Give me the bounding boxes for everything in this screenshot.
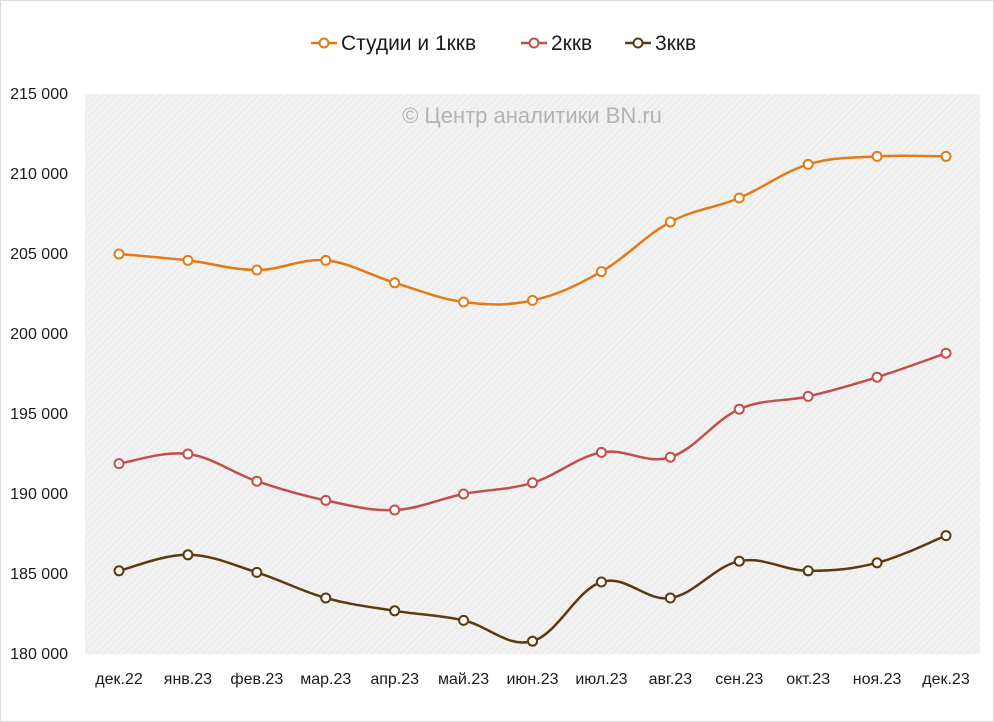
legend-marker (318, 37, 330, 49)
series-3 (113, 530, 952, 647)
y-tick-label: 195 000 (10, 406, 68, 423)
data-point (940, 347, 952, 359)
data-point (802, 158, 814, 170)
y-tick-label: 205 000 (10, 246, 68, 263)
data-point (595, 446, 607, 458)
y-tick-label: 210 000 (10, 166, 68, 183)
data-point (458, 488, 470, 500)
x-tick-label: дек.22 (95, 671, 143, 688)
data-point (251, 264, 263, 276)
series-layer (113, 150, 952, 647)
data-point (871, 557, 883, 569)
data-point (527, 294, 538, 306)
data-point (871, 371, 883, 383)
data-point (389, 504, 401, 516)
data-point (527, 635, 538, 647)
data-point (458, 614, 470, 626)
data-point (664, 216, 676, 228)
data-point (940, 530, 952, 542)
legend-item: 3ккв (625, 32, 696, 55)
data-point (320, 254, 332, 266)
x-axis: дек.22 янв.23 фев.23 мар.23 апр.23 май.23 июн.… (95, 671, 970, 688)
data-point (733, 555, 745, 567)
data-point (527, 477, 538, 489)
data-point (802, 390, 814, 402)
data-point (320, 494, 332, 506)
data-point (113, 565, 125, 577)
x-tick-label: фев.23 (230, 671, 283, 688)
data-point (182, 448, 194, 460)
y-tick-label: 190 000 (10, 486, 68, 503)
legend-label: 2ккв (551, 32, 592, 55)
data-point (595, 576, 607, 588)
data-point (389, 277, 401, 289)
data-point (182, 254, 194, 266)
series-1 (113, 150, 952, 308)
legend-label: 3ккв (655, 32, 696, 55)
y-tick-label: 200 000 (10, 326, 68, 343)
data-point (113, 458, 125, 470)
data-point (251, 475, 263, 487)
x-tick-label: дек.23 (922, 671, 970, 688)
data-point (733, 192, 745, 204)
data-point (802, 565, 814, 577)
x-tick-label: окт.23 (786, 671, 830, 688)
legend: Студии и 1ккв 2ккв 3ккв (311, 32, 696, 55)
x-tick-label: мар.23 (300, 671, 351, 688)
y-tick-label: 180 000 (10, 646, 68, 663)
data-point (595, 266, 607, 278)
data-point (251, 566, 263, 578)
data-point (389, 605, 401, 617)
y-axis: 180 000 185 000 190 000 195 000 200 000 205 0… (10, 86, 68, 663)
data-point (320, 592, 332, 604)
legend-item: 2ккв (521, 32, 592, 55)
data-point (940, 150, 952, 162)
data-point (664, 592, 676, 604)
watermark: © Центр аналитики BN.ru (402, 103, 662, 128)
data-point (113, 248, 125, 260)
x-tick-label: янв.23 (164, 671, 212, 688)
y-tick-label: 185 000 (10, 566, 68, 583)
x-tick-label: авг.23 (649, 671, 693, 688)
y-tick-label: 215 000 (10, 86, 68, 103)
x-tick-label: май.23 (438, 671, 489, 688)
x-tick-label: ноя.23 (853, 671, 902, 688)
x-tick-label: сен.23 (715, 671, 763, 688)
plot-area (85, 94, 980, 654)
series-2 (113, 347, 952, 516)
data-point (733, 403, 745, 415)
legend-item: Студии и 1ккв (311, 32, 476, 55)
x-tick-label: июн.23 (506, 671, 558, 688)
data-point (182, 549, 194, 561)
legend-marker (632, 37, 644, 49)
data-point (458, 296, 470, 308)
data-point (664, 451, 676, 463)
legend-label: Студии и 1ккв (341, 32, 476, 55)
legend-marker (528, 37, 540, 49)
x-tick-label: июл.23 (575, 671, 627, 688)
x-tick-label: апр.23 (370, 671, 419, 688)
data-point (871, 150, 883, 162)
